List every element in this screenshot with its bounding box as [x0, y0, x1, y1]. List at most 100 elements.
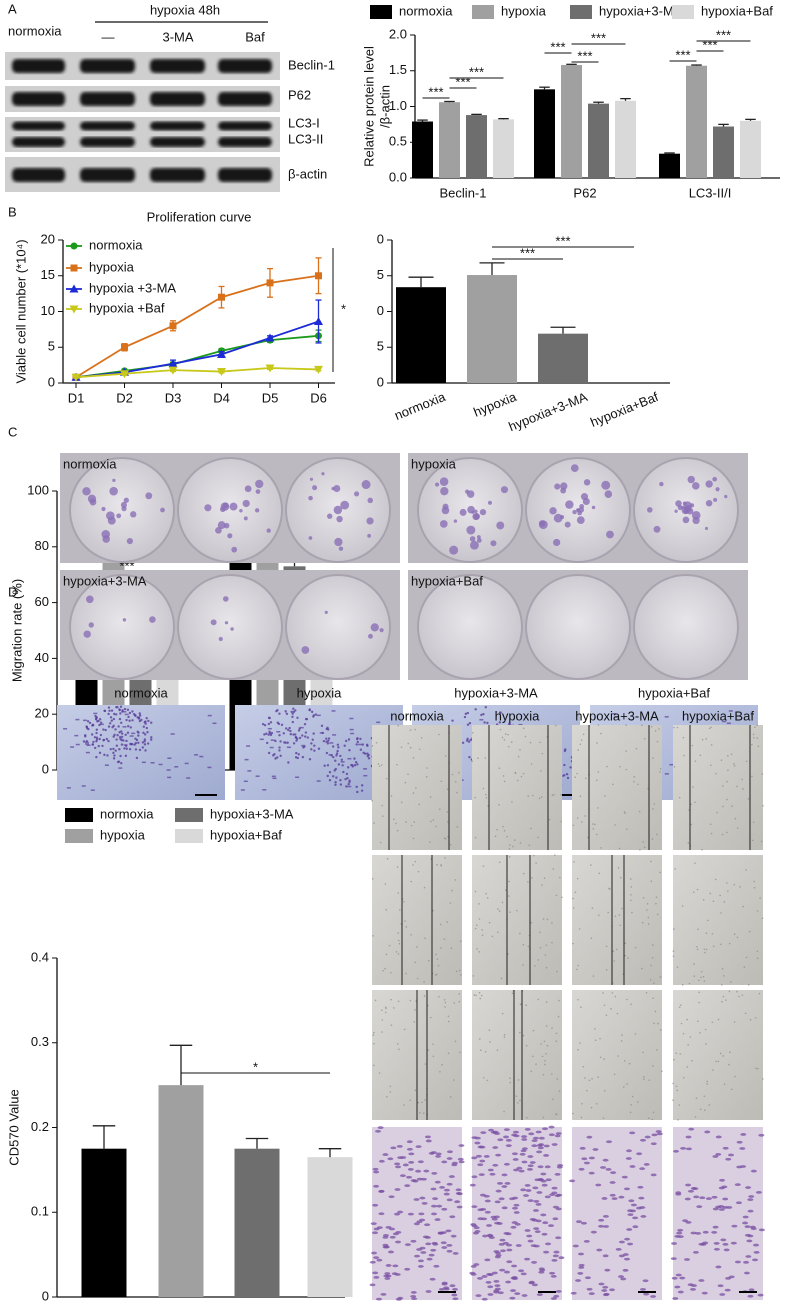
colony [435, 482, 440, 487]
cell [609, 1193, 616, 1197]
cell [748, 1288, 755, 1292]
cell [325, 751, 329, 755]
y-tick-label: 0 [377, 231, 384, 246]
cell [425, 1242, 432, 1246]
cell [393, 818, 395, 821]
cell [384, 967, 386, 970]
colony [570, 464, 579, 472]
colony [308, 536, 313, 540]
cell [623, 1060, 626, 1062]
cell [97, 744, 100, 748]
cell [761, 917, 764, 920]
blot-header: hypoxia 48h [150, 2, 220, 17]
blot-band [150, 92, 205, 106]
cell [519, 1003, 522, 1006]
error-bar [664, 152, 675, 154]
cell [733, 1021, 736, 1023]
cell [384, 1011, 387, 1014]
cell [349, 717, 354, 720]
cell [128, 748, 132, 751]
cell [337, 746, 340, 749]
cell [694, 760, 697, 762]
cell [527, 795, 529, 797]
cell [86, 720, 90, 723]
colony [487, 500, 493, 505]
cell [646, 909, 648, 911]
cell [186, 777, 191, 779]
cell [695, 1231, 702, 1235]
cell [555, 1040, 558, 1043]
cell [458, 969, 461, 972]
cell [289, 733, 293, 736]
cell [418, 1212, 425, 1216]
cell [692, 891, 695, 893]
cell [115, 713, 118, 716]
colony [336, 515, 343, 523]
cell [728, 1153, 735, 1157]
cell [485, 793, 487, 796]
cell [614, 915, 617, 918]
cell [481, 1297, 488, 1301]
cell [675, 1052, 678, 1055]
cell [451, 773, 454, 776]
error-bar [444, 100, 455, 103]
cell [345, 785, 348, 788]
cell [619, 924, 622, 927]
cell [751, 743, 753, 746]
cell [123, 744, 128, 746]
cell [576, 772, 578, 775]
cell [481, 934, 484, 936]
cell [637, 783, 639, 786]
cell [369, 1283, 376, 1287]
cell [412, 837, 415, 840]
cell [691, 1059, 693, 1062]
significance-label: *** [550, 39, 565, 54]
cell [454, 1040, 457, 1043]
cell [495, 1153, 502, 1157]
colony [204, 504, 212, 512]
cell [331, 775, 335, 778]
cell [503, 1162, 510, 1166]
cell [692, 1187, 699, 1190]
cell [395, 1165, 402, 1169]
cell [394, 1162, 401, 1166]
colony [149, 616, 156, 623]
cell [616, 1012, 619, 1015]
cell [704, 1109, 706, 1111]
cell [675, 1085, 678, 1088]
cell [718, 1208, 725, 1211]
plate-well [633, 574, 739, 680]
cell [717, 1060, 720, 1063]
cell [510, 1225, 517, 1229]
cell [406, 1175, 413, 1179]
cell [455, 1188, 462, 1192]
cell [600, 847, 602, 849]
colony [715, 487, 720, 492]
cell [545, 944, 548, 946]
cell [395, 822, 397, 825]
panel-label: B [8, 204, 17, 219]
cell [434, 974, 437, 976]
cell [677, 1290, 684, 1294]
cell [555, 1290, 562, 1293]
cell [485, 892, 487, 895]
legend-label: normoxia [100, 806, 154, 821]
cell [545, 1001, 548, 1003]
cell [629, 1209, 636, 1213]
cell [417, 1259, 424, 1263]
cell [114, 749, 117, 752]
cell [745, 1255, 752, 1258]
cell [392, 1264, 399, 1268]
cell [738, 995, 740, 998]
cell [456, 1205, 463, 1209]
blot-band [218, 121, 272, 131]
cell [301, 744, 306, 747]
y-tick-label: 0.3 [31, 1034, 49, 1049]
cell [637, 1185, 644, 1189]
cell [517, 1079, 520, 1081]
cell [120, 721, 123, 724]
cell [536, 1150, 543, 1154]
point [70, 264, 78, 272]
cell [563, 763, 566, 767]
cell [540, 796, 543, 798]
